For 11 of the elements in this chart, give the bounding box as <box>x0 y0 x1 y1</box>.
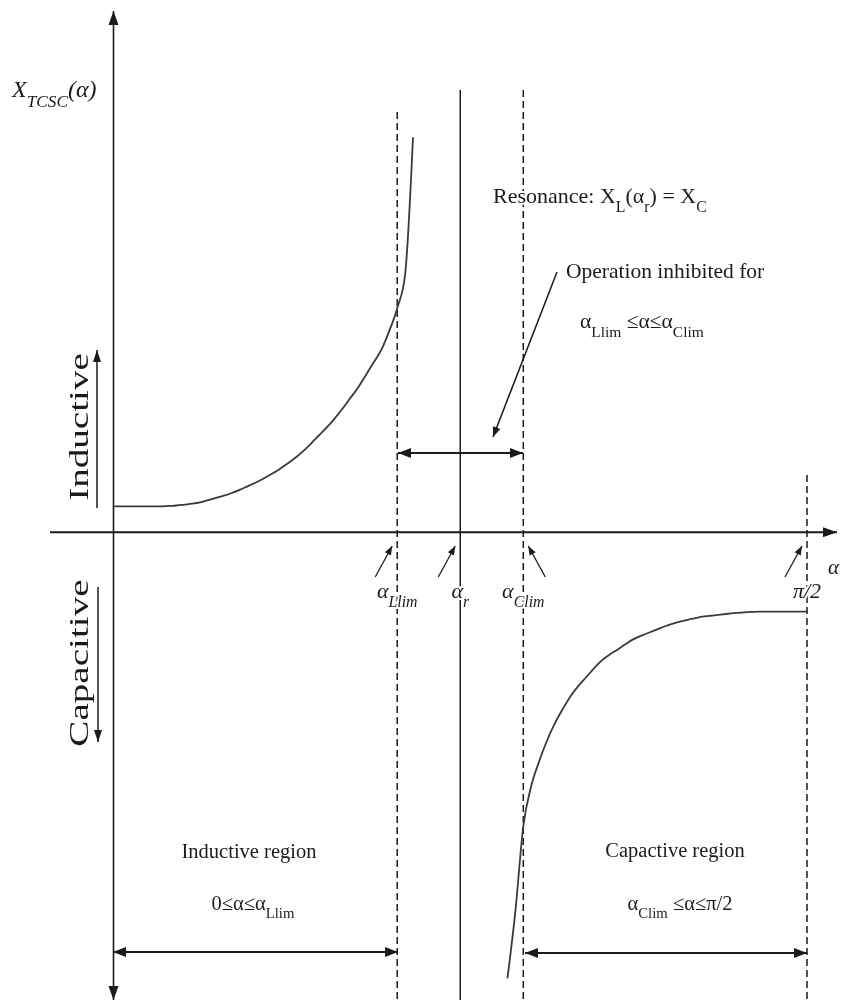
x-tick-label: α$_{Clim}$ <box>502 578 545 610</box>
text: Capacitive <box>63 579 93 747</box>
text: Inductive <box>63 353 93 501</box>
annotation: Resonance: X$_{L}$(α$_{r}$) = X$_{C}$ <box>493 183 707 215</box>
x-axis-title: α <box>828 555 840 579</box>
y-axis-title: X$_{TCSC}$(α) <box>11 76 97 111</box>
x-tick-label: α$_{Llim}$ <box>376 578 418 610</box>
text: Operation inhibited for α$_{Llim}$ ≤α≤α$_{Clim}$ <box>566 259 765 340</box>
text: Capactive region α$_{Clim}$ ≤α≤π/2 <box>605 839 745 921</box>
x-tick-label: π/2 <box>792 578 822 603</box>
text: Inductive region 0≤α≤α$_{Llim}$ <box>181 840 317 921</box>
